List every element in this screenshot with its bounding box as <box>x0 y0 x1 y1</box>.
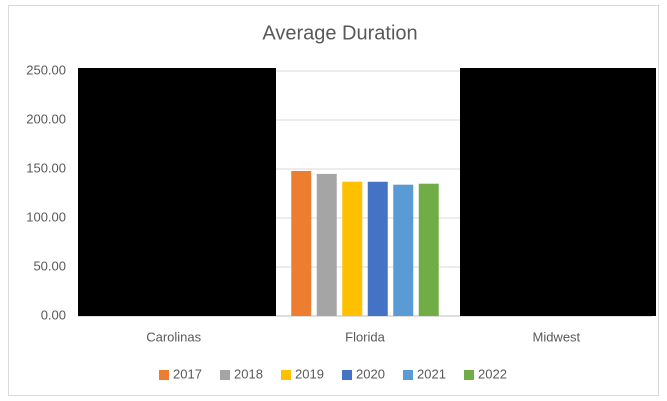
legend-label: 2021 <box>417 366 446 381</box>
legend-label: 2017 <box>173 366 202 381</box>
legend-swatch <box>464 370 474 380</box>
y-tick-label: 100.00 <box>26 209 66 224</box>
legend-label: 2018 <box>234 366 263 381</box>
legend-label: 2022 <box>478 366 507 381</box>
legend-swatch <box>342 370 352 380</box>
redaction <box>78 68 276 316</box>
legend-swatch <box>403 370 413 380</box>
legend-label: 2020 <box>356 366 385 381</box>
legend-swatch <box>159 370 169 380</box>
bar <box>393 184 414 316</box>
x-tick-label: Carolinas <box>146 329 201 344</box>
legend-label: 2019 <box>295 366 324 381</box>
bar <box>316 173 337 316</box>
y-tick-label: 200.00 <box>26 111 66 126</box>
bar <box>367 181 388 316</box>
bar <box>291 170 312 316</box>
legend-swatch <box>220 370 230 380</box>
x-tick-label: Florida <box>345 329 386 344</box>
redaction <box>460 68 656 316</box>
x-tick-label: Midwest <box>532 329 580 344</box>
bar <box>418 183 439 316</box>
y-tick-label: 50.00 <box>33 258 66 273</box>
y-tick-label: 0.00 <box>41 307 66 322</box>
y-tick-label: 250.00 <box>26 62 66 77</box>
chart-title: Average Duration <box>262 22 417 44</box>
legend-swatch <box>281 370 291 380</box>
bar <box>342 181 363 316</box>
y-tick-label: 150.00 <box>26 160 66 175</box>
